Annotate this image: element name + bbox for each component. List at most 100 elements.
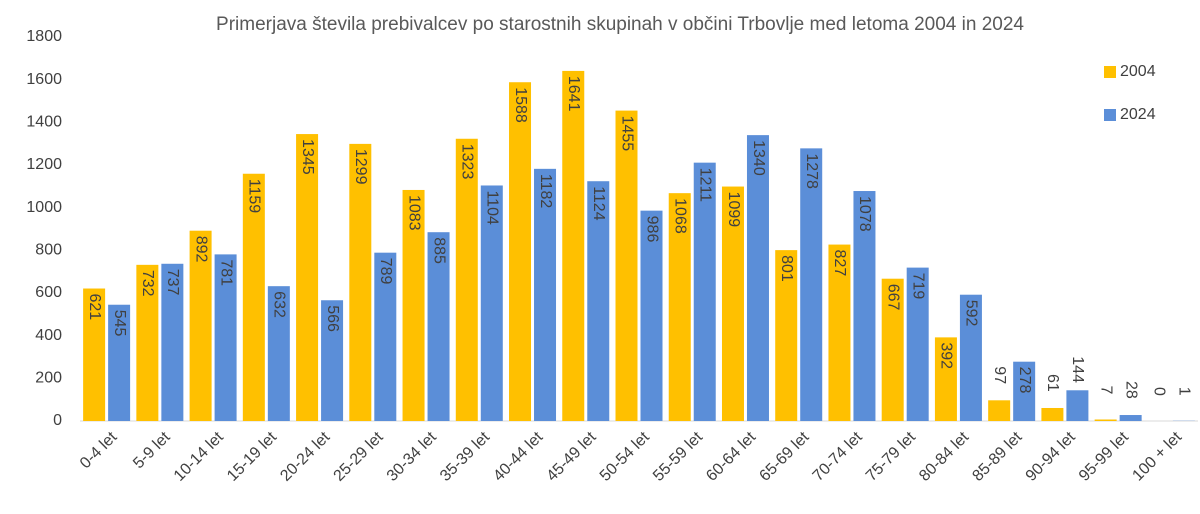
x-tick-label: 100 + let: [1129, 428, 1185, 484]
x-tick-label: 10-14 let: [171, 428, 227, 484]
data-label: 144: [1069, 356, 1086, 383]
data-label: 1104: [484, 190, 501, 225]
bar: [853, 191, 876, 421]
data-label: 1588: [512, 87, 529, 123]
data-label: 1083: [405, 195, 422, 231]
data-label: 885: [430, 237, 447, 264]
x-tick-label: 45-49 let: [544, 428, 600, 484]
bar: [615, 110, 638, 421]
bar: [242, 173, 265, 421]
bar: [402, 189, 425, 421]
bar: [161, 263, 184, 421]
bar: [1041, 407, 1064, 421]
data-label: 621: [86, 294, 103, 321]
bar: [321, 300, 344, 421]
bar: [534, 168, 557, 421]
data-label: 1: [1176, 387, 1193, 396]
data-label: 1182: [537, 174, 554, 209]
data-label: 827: [831, 250, 848, 277]
data-label: 278: [1016, 367, 1033, 394]
bar: [746, 135, 769, 421]
bar: [189, 230, 212, 421]
x-tick-label: 55-59 let: [650, 428, 706, 484]
data-label: 0: [1151, 387, 1168, 396]
data-label: 28: [1122, 381, 1139, 399]
x-tick-label: 50-54 let: [597, 428, 653, 484]
x-tick-label: 70-74 let: [810, 428, 866, 484]
x-tick-label: 25-29 let: [331, 428, 387, 484]
bar: [906, 267, 929, 421]
data-label: 1124: [590, 186, 607, 221]
y-tick-label: 1200: [26, 156, 62, 173]
bar: [1066, 390, 1089, 421]
data-label: 61: [1044, 374, 1061, 392]
bar: [214, 254, 237, 421]
data-label: 667: [884, 284, 901, 311]
data-label: 1345: [299, 139, 316, 175]
bar: [480, 185, 503, 421]
bar: [267, 286, 290, 421]
data-label: 592: [963, 300, 980, 327]
y-tick-label: 0: [53, 412, 62, 429]
bar: [934, 337, 957, 421]
x-tick-label: 90-94 let: [1023, 428, 1079, 484]
bar: [775, 250, 798, 421]
data-label: 1641: [565, 76, 582, 112]
x-tick-label: 0-4 let: [77, 428, 121, 472]
bar: [374, 252, 397, 421]
bar: [1013, 361, 1036, 421]
data-label: 1323: [459, 144, 476, 180]
data-label: 1455: [618, 116, 635, 152]
bar: [1094, 419, 1117, 421]
data-label: 545: [111, 310, 128, 337]
x-tick-label: 40-44 let: [490, 428, 546, 484]
data-label: 632: [271, 291, 288, 318]
data-label: 1078: [856, 196, 873, 232]
y-tick-label: 800: [35, 242, 62, 259]
x-tick-label: 65-69 let: [756, 428, 812, 484]
data-label: 1211: [697, 168, 714, 203]
y-tick-label: 1000: [26, 199, 62, 216]
data-label: 1340: [750, 140, 767, 176]
data-label: 1278: [803, 153, 820, 189]
bar: [562, 70, 585, 422]
legend-label: 2004: [1120, 63, 1156, 80]
y-tick-label: 1800: [26, 28, 62, 45]
data-label: 1299: [352, 149, 369, 185]
data-label: 1099: [725, 192, 742, 228]
data-label: 732: [139, 270, 156, 297]
data-label: 801: [778, 255, 795, 282]
data-label: 781: [217, 259, 234, 286]
bar: [427, 232, 450, 421]
data-label: 789: [377, 258, 394, 285]
bar: [800, 148, 823, 422]
bar: [640, 210, 663, 421]
data-label: 97: [991, 366, 1008, 384]
bar: [108, 304, 131, 421]
bar: [881, 278, 904, 421]
data-label: 737: [164, 269, 181, 296]
y-tick-label: 200: [35, 370, 62, 387]
bar: [693, 162, 716, 422]
bar: [349, 143, 372, 421]
y-tick-label: 400: [35, 327, 62, 344]
y-tick-label: 1600: [26, 71, 62, 88]
data-label: 392: [938, 342, 955, 369]
bar: [1119, 415, 1142, 421]
data-label: 986: [643, 216, 660, 243]
bar: [959, 294, 982, 421]
bar: [668, 193, 691, 421]
bar: [988, 400, 1011, 421]
bar: [83, 288, 106, 421]
data-label: 7: [1097, 386, 1114, 395]
x-tick-label: 95-99 let: [1076, 428, 1132, 484]
data-label: 892: [192, 236, 209, 263]
bar: [587, 181, 610, 421]
bar: [721, 186, 744, 421]
bar: [296, 134, 319, 422]
bar: [455, 138, 478, 421]
x-tick-label: 60-64 let: [703, 428, 759, 484]
legend-label: 2024: [1120, 106, 1156, 123]
x-tick-label: 80-84 let: [916, 428, 972, 484]
